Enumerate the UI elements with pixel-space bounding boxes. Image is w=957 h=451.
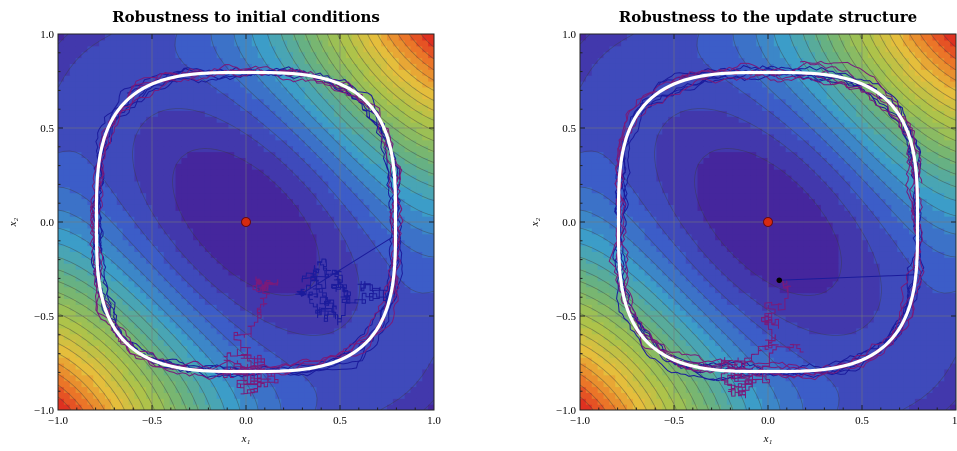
fixed-point-marker [763,217,773,227]
x-tick-label: −0.5 [142,415,162,427]
y-tick-label: −1.0 [34,405,54,417]
x-tick-label: 0.5 [855,415,869,427]
trajectory-line [615,66,925,376]
trajectory-line [295,258,388,326]
y-tick-label: 0.5 [40,123,54,135]
chart-title: Robustness to the update structure [619,8,917,26]
x-tick-label: 0.0 [239,415,253,427]
x-tick-label: −0.5 [664,415,684,427]
trajectory-line [302,236,393,294]
trajectory-line [779,274,919,281]
start-point-marker [776,277,783,284]
x-tick-label: 1.0 [427,415,441,427]
chart-title: Robustness to initial conditions [112,8,380,26]
x-tick-label: 1. [952,415,957,427]
chart-svg: Robustness to initial conditions −1.0 −0.5… [7,8,441,445]
x-tick-label: −1.0 [48,415,68,427]
y-tick-label: 0.0 [40,217,54,229]
y-tick-label: −0.5 [556,311,576,323]
trajectory-line [720,279,804,399]
y-tick-label: 0.5 [562,123,576,135]
axis-ticks [57,33,435,411]
x-tick-label: 0.0 [761,415,775,427]
x-axis-label: x₁ [241,433,251,445]
y-tick-label: 1.0 [40,29,54,41]
limit-cycle [94,70,398,374]
chart-svg: Robustness to the update structure −1.0 −0… [529,8,957,445]
start-point-marker [299,290,306,297]
x-tick-label: −1.0 [570,415,590,427]
axis-ticks [579,33,957,411]
y-tick-label: 1.0 [562,29,576,41]
start-point-marker [256,279,262,285]
x-tick-label: 0.5 [333,415,347,427]
fixed-point-marker [241,217,251,227]
limit-cycle [616,70,920,374]
chart-panel-right: Robustness to the update structure −1.0 −0… [522,0,957,451]
chart-panel-left: Robustness to initial conditions −1.0 −0.5… [0,0,470,451]
y-tick-label: −1.0 [556,405,576,417]
y-axis-label: x₂ [7,217,19,227]
y-axis-label: x₂ [529,217,541,227]
y-tick-label: −0.5 [34,311,54,323]
x-axis-label: x₁ [763,433,773,445]
y-tick-label: 0.0 [562,217,576,229]
